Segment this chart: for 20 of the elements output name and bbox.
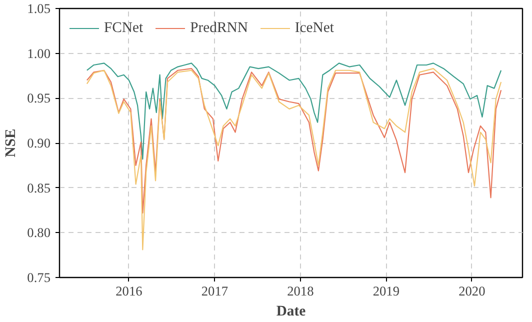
y-tick-label: 0.90 (27, 136, 51, 150)
legend-label: PredRNN (190, 20, 248, 36)
y-tick-label: 0.75 (27, 270, 51, 285)
x-tick-label: 2017 (201, 284, 228, 298)
y-tick-label: 1.05 (27, 1, 51, 16)
y-tick-label: 0.85 (27, 180, 51, 196)
y-tick-label: 0.95 (27, 90, 51, 106)
x-tick-label: 2018 (287, 284, 314, 298)
y-tick-label: 0.80 (27, 225, 51, 240)
line-series (86, 62, 502, 160)
x-axis-title: Date (276, 304, 306, 320)
legend-label: FCNet (104, 20, 144, 36)
y-axis-title: NSE (3, 128, 20, 158)
legend-label: IceNet (294, 20, 334, 36)
y-tick-label: 1.00 (27, 46, 51, 61)
x-tick-label: 2016 (116, 284, 143, 298)
x-tick-label: 2019 (372, 284, 400, 298)
line-series (86, 68, 502, 214)
x-tick-label: 2020 (458, 284, 486, 298)
line-series (86, 68, 502, 250)
